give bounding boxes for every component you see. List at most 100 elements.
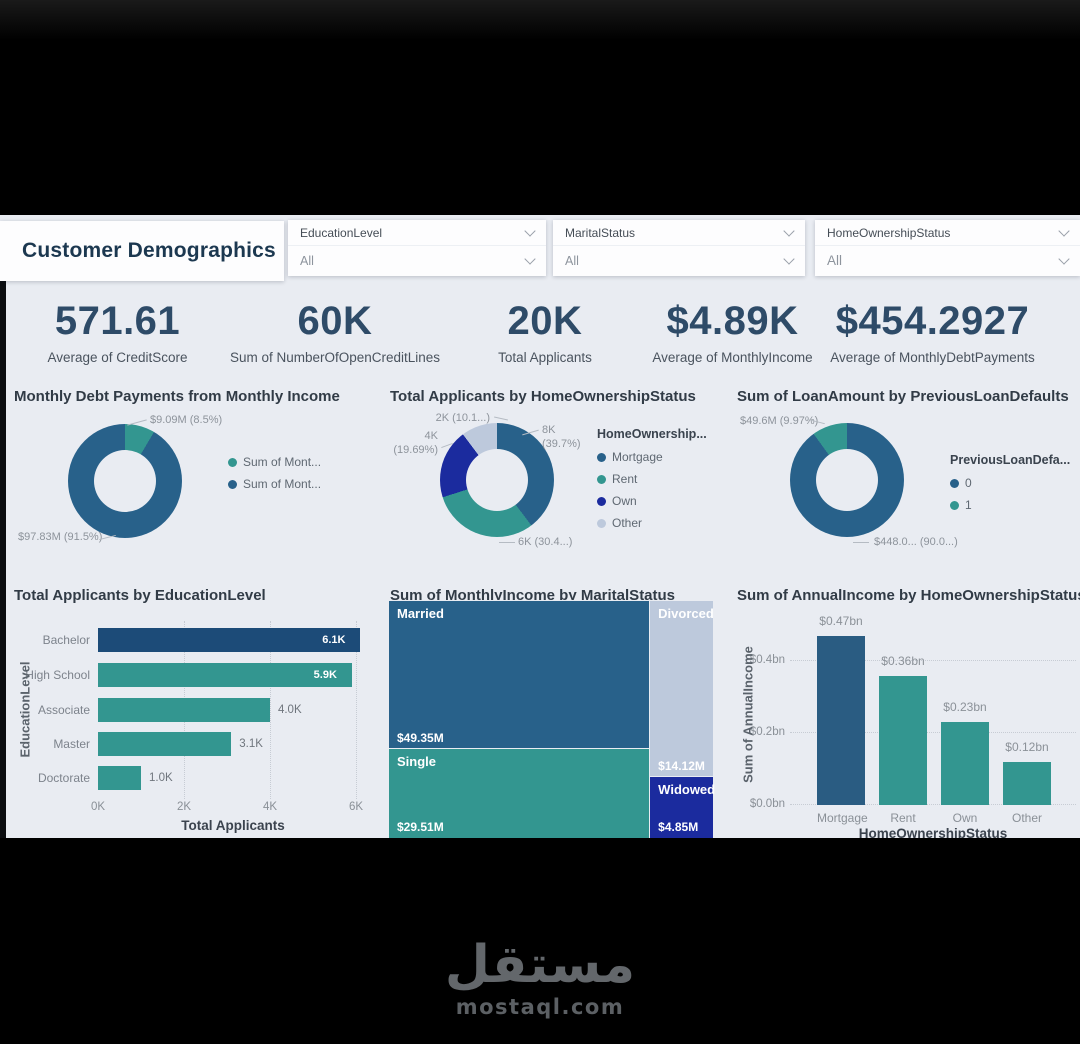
kpi-label: Average of MonthlyDebtPayments [830, 350, 1035, 365]
y-axis-tick: $0.4bn [749, 654, 785, 666]
slicer-header[interactable]: EducationLevel [288, 220, 546, 246]
bar-row: Bachelor 6.1K [10, 628, 370, 652]
legend-item[interactable]: Sum of Mont... [228, 473, 321, 495]
treemap-cell-single[interactable]: Single $29.51M [389, 749, 651, 838]
bar-high-school[interactable] [98, 663, 352, 687]
slicer-marital-status: MaritalStatus All [553, 220, 805, 276]
slicer-label: MaritalStatus [565, 225, 636, 240]
legend-dot [950, 500, 959, 510]
treemap-cell-value: $29.51M [397, 819, 444, 834]
legend-item[interactable]: Other [597, 512, 707, 534]
bar-associate[interactable] [98, 698, 270, 722]
legend-item-label: Sum of Mont... [243, 477, 322, 491]
donut-callout: 6K (30.4...) [518, 536, 573, 548]
legend-item-label: Mortgage [612, 450, 663, 464]
chevron-down-icon[interactable] [783, 252, 795, 265]
donut-chart-home-ownership[interactable] [440, 423, 554, 537]
mostaql-url: mostaql.com [455, 994, 625, 1019]
bar-master[interactable] [98, 732, 232, 756]
donut-chart-loan-defaults[interactable] [790, 423, 904, 537]
bar-bachelor[interactable] [98, 628, 361, 652]
kpi-label: Total Applicants [498, 350, 592, 365]
column-value-label: $0.23bn [943, 700, 987, 715]
legend-item-label: Sum of Mont... [243, 455, 322, 469]
chart-title-education-level: Total Applicants by EducationLevel [14, 587, 266, 604]
mostaql-logo: مستقل [444, 935, 636, 995]
kpi-value: $454.2927 [835, 299, 1030, 343]
legend-item[interactable]: Sum of Mont... [228, 451, 321, 473]
donut-callout: 2K (10.1...) [435, 412, 490, 424]
slicer-dropdown[interactable]: All [815, 246, 1080, 275]
chevron-down-icon[interactable] [783, 224, 795, 237]
x-axis-tick: 0K [90, 801, 106, 813]
x-axis-tick: 4K [262, 801, 278, 813]
donut-callout: $9.09M (8.5%) [150, 414, 223, 426]
kpi-monthly-debt-payments: $454.2927 Average of MonthlyDebtPayments [820, 299, 1045, 365]
legend-home-ownership: HomeOwnership... Mortgage Rent Own Other [597, 427, 707, 534]
legend-item-label: Rent [612, 472, 638, 486]
legend-dot [597, 496, 606, 506]
chevron-down-icon[interactable] [1058, 252, 1070, 265]
treemap-cell-name: Divorced [658, 606, 714, 621]
column-own[interactable] [941, 722, 989, 805]
column-chart-annual-income: $0.0bn $0.2bn $0.4bn $0.47bn $0.36bn $0.… [733, 585, 1080, 841]
treemap-marital-status: Married $49.35M Single $29.51M Divorced … [385, 585, 720, 838]
slicer-header[interactable]: HomeOwnershipStatus [815, 220, 1080, 246]
kpi-label: Sum of NumberOfOpenCreditLines [229, 350, 441, 365]
legend-debt-payments: Sum of Mont... Sum of Mont... [228, 451, 321, 495]
top-letterbox [0, 0, 1080, 215]
slicer-value: All [300, 253, 314, 268]
chevron-down-icon[interactable] [524, 224, 536, 237]
gridline [790, 804, 1076, 805]
legend-item-label: Own [612, 494, 637, 508]
slicer-dropdown[interactable]: All [288, 246, 546, 275]
legend-item[interactable]: Rent [597, 468, 707, 490]
legend-dot [228, 479, 237, 489]
bar-chart-education-level: Bachelor 6.1K High School 5.9K Associate… [10, 585, 370, 838]
bar-row: Doctorate 1.0K [10, 766, 370, 790]
treemap-cell-married[interactable]: Married $49.35M [389, 601, 651, 750]
legend-item[interactable]: 0 [950, 472, 1070, 494]
category-label: High School [25, 668, 90, 682]
kpi-open-credit-lines: 60K Sum of NumberOfOpenCreditLines [225, 299, 445, 365]
treemap-cell-value: $14.12M [658, 759, 705, 774]
donut-chart-debt-payments[interactable] [68, 424, 182, 538]
legend-item-label: 0 [965, 476, 972, 490]
legend-item[interactable]: Own [597, 490, 707, 512]
slicer-label: HomeOwnershipStatus [827, 225, 951, 240]
legend-item[interactable]: 1 [950, 494, 1070, 516]
legend-dot [950, 478, 959, 488]
bar-value-label: 1.0K [148, 772, 173, 784]
bar-doctorate[interactable] [98, 766, 141, 790]
column-rent[interactable] [879, 675, 927, 805]
kpi-label: Average of CreditScore [47, 350, 188, 365]
chevron-down-icon[interactable] [524, 252, 536, 265]
slicer-header[interactable]: MaritalStatus [553, 220, 805, 246]
legend-item-label: 1 [965, 498, 972, 512]
treemap-cell-value: $4.85M [658, 819, 699, 834]
x-axis-title: HomeOwnershipStatus [858, 826, 1008, 841]
treemap-cell-name: Widowed [658, 782, 716, 798]
slicer-home-ownership-status: HomeOwnershipStatus All [815, 220, 1080, 276]
treemap-cell-divorced[interactable]: Divorced $14.12M [650, 601, 714, 778]
treemap-cell-widowed[interactable]: Widowed $4.85M [650, 777, 716, 838]
watermark: مستقل mostaql.com [0, 938, 1080, 1019]
legend-title: HomeOwnership... [597, 427, 707, 441]
legend-item[interactable]: Mortgage [597, 446, 707, 468]
legend-title: PreviousLoanDefa... [950, 453, 1071, 467]
kpi-value: 571.61 [54, 299, 181, 343]
callout-leader-line [853, 542, 869, 543]
kpi-value: $4.89K [666, 299, 799, 343]
chevron-down-icon[interactable] [1058, 224, 1070, 237]
treemap-cell-name: Single [397, 754, 437, 770]
x-axis-tick: Own [952, 811, 978, 825]
kpi-credit-score: 571.61 Average of CreditScore [10, 299, 225, 365]
chart-title-home-ownership: Total Applicants by HomeOwnershipStatus [390, 388, 696, 405]
slicer-dropdown[interactable]: All [553, 246, 805, 275]
chart-title-marital-status: Sum of MonthlyIncome by MaritalStatus [390, 587, 676, 604]
gridline [356, 621, 357, 799]
y-axis-title: Sum of AnnualIncome [740, 646, 756, 783]
slicer-label: EducationLevel [300, 225, 383, 240]
column-other[interactable] [1003, 761, 1051, 805]
column-mortgage[interactable] [817, 636, 865, 805]
